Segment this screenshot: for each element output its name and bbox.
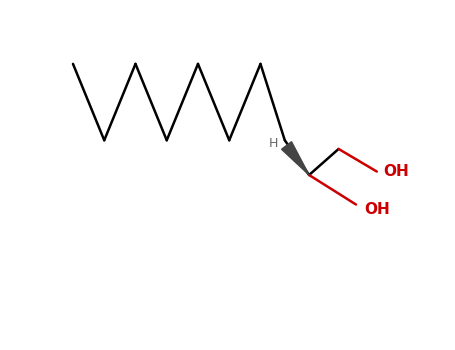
Polygon shape bbox=[282, 142, 309, 175]
Text: OH: OH bbox=[364, 202, 390, 217]
Text: OH: OH bbox=[384, 164, 410, 179]
Text: H: H bbox=[268, 137, 278, 150]
